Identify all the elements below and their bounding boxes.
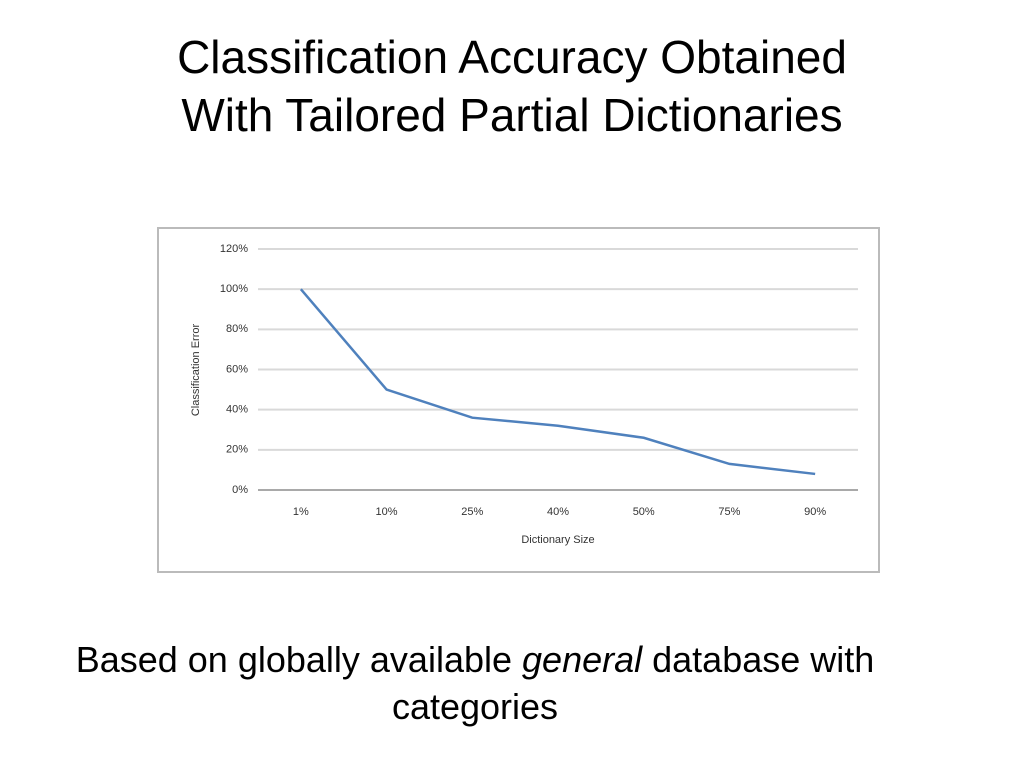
caption-emphasis: general [522,639,643,680]
caption: Based on globally available general data… [50,636,900,730]
y-tick-label: 120% [220,243,248,255]
slide-title: Classification Accuracy Obtained With Ta… [0,28,1024,144]
data-line [299,288,816,476]
y-tick-label: 0% [232,484,248,496]
y-axis-label: Classification Error [190,324,202,417]
y-tick-label: 20% [226,444,248,456]
y-tick-label: 60% [226,363,248,375]
y-tick-label: 80% [226,323,248,335]
x-tick-label: 75% [718,506,740,518]
y-tick-label: 40% [226,404,248,416]
x-tick-label: 10% [376,506,398,518]
x-tick-label: 90% [804,506,826,518]
x-tick-label: 50% [633,506,655,518]
x-axis-label: Dictionary Size [521,534,594,546]
title-line: Classification Accuracy Obtained [177,31,847,83]
caption-text: Based on globally available [75,639,513,680]
y-tick-label: 100% [220,283,248,295]
x-tick-label: 25% [461,506,483,518]
caption-text: database with categories [391,639,875,727]
x-tick-label: 40% [547,506,569,518]
x-tick-label: 1% [293,506,309,518]
title-line: With Tailored Partial Dictionaries [181,89,843,141]
chart-frame [157,227,880,573]
